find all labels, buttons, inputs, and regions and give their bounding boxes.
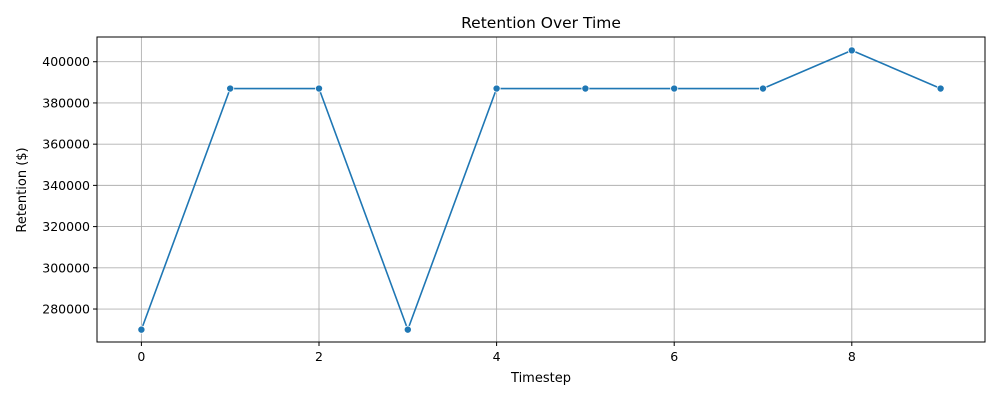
data-point: [670, 84, 679, 93]
y-tick-label: 340000: [42, 178, 90, 193]
data-point: [314, 84, 323, 93]
chart-title: Retention Over Time: [461, 14, 621, 32]
data-point: [137, 325, 146, 334]
data-point: [226, 84, 235, 93]
y-tick-label: 380000: [42, 95, 90, 110]
y-tick-label: 280000: [42, 302, 90, 317]
x-tick-label: 6: [670, 349, 678, 364]
data-point: [492, 84, 501, 93]
data-point: [403, 325, 412, 334]
data-point: [759, 84, 768, 93]
data-point: [847, 46, 856, 55]
series-line: [140, 49, 941, 331]
data-point: [581, 84, 590, 93]
y-tick-label: 300000: [42, 260, 90, 275]
y-tick-label: 320000: [42, 219, 90, 234]
y-axis-label: Retention ($): [15, 147, 30, 232]
series-layer: [137, 46, 945, 334]
y-tick-label: 360000: [42, 137, 90, 152]
x-tick-label: 0: [137, 349, 145, 364]
x-axis-label: Timestep: [510, 371, 571, 386]
x-tick-label: 2: [315, 349, 323, 364]
grid: [97, 37, 985, 342]
x-tick-label: 4: [493, 349, 501, 364]
x-tick-label: 8: [848, 349, 856, 364]
plot-frame: [96, 36, 986, 343]
x-axis-ticks: 0 2 4 6 8: [137, 342, 856, 364]
y-tick-label: 400000: [42, 54, 90, 69]
y-axis-ticks: 280000 300000 320000 340000 360000 380000 4000…: [42, 54, 97, 317]
data-point: [936, 84, 945, 93]
